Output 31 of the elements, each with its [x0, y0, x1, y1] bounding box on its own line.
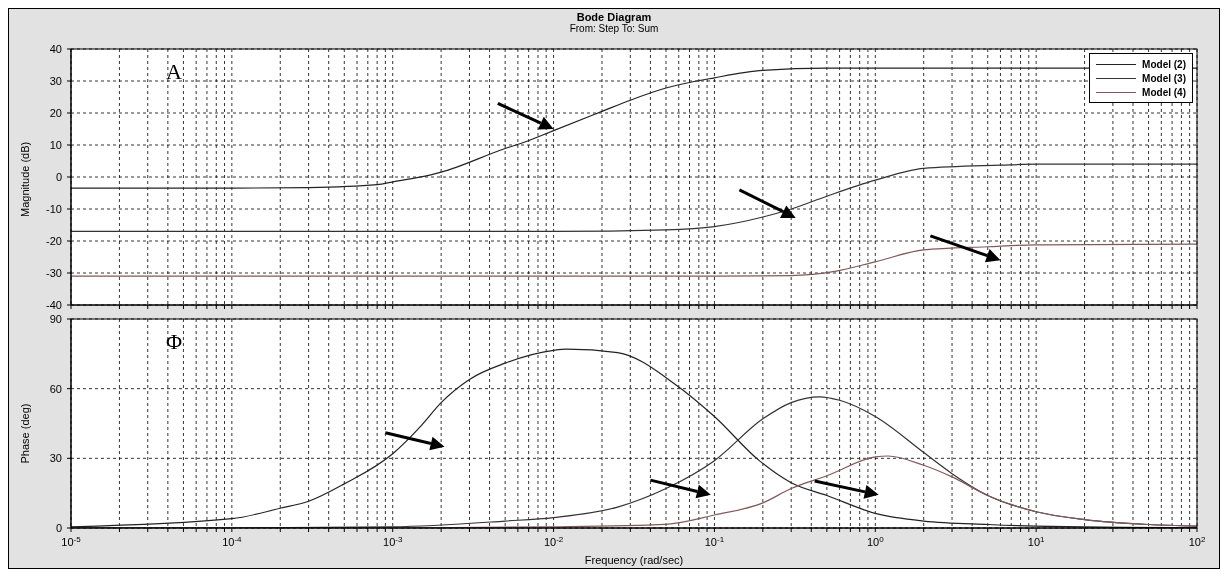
y-tick-label: -30: [46, 267, 62, 279]
x-tick-label: 10$^{2}$: [1188, 534, 1206, 548]
y-tick-label: 20: [49, 107, 62, 119]
y-tick-label: 10: [49, 139, 62, 151]
y-tick-label: 30: [49, 452, 62, 465]
y-tick-label: 60: [49, 382, 62, 395]
y-tick-label: 30: [49, 75, 62, 87]
y-tick-label: -10: [46, 203, 62, 215]
x-tick-label: 10$^{-5}$: [61, 534, 82, 548]
y-tick-label: 40: [49, 43, 62, 55]
x-tick-label: 10$^{0}$: [866, 534, 885, 548]
y-axis-title: Phase (deg): [18, 403, 31, 464]
y-tick-label: -20: [46, 235, 62, 247]
y-tick-label: 90: [49, 313, 62, 325]
annotation: A: [166, 59, 182, 85]
chart-title: Bode Diagram: [576, 11, 652, 23]
legend-label: Model (4): [1142, 86, 1186, 98]
x-tick-label: 10$^{-2}$: [543, 534, 564, 548]
annotation: Φ: [166, 329, 183, 355]
x-axis-title: Frequency (rad/sec): [584, 554, 684, 566]
x-tick-label: 10$^{-4}$: [222, 534, 243, 548]
legend-label: Model (2): [1142, 58, 1186, 70]
y-axis-title: Magnitude (dB): [18, 141, 31, 217]
x-tick-label: 10$^{1}$: [1027, 534, 1046, 548]
y-tick-label: 0: [55, 522, 62, 534]
y-tick-label: 0: [55, 171, 62, 183]
y-tick-label: -40: [46, 299, 62, 311]
x-tick-label: 10$^{-3}$: [383, 534, 403, 548]
legend-label: Model (3): [1142, 72, 1186, 84]
chart-subtitle: From: Step To: Sum: [568, 23, 660, 34]
x-tick-label: 10$^{-1}$: [704, 534, 725, 548]
